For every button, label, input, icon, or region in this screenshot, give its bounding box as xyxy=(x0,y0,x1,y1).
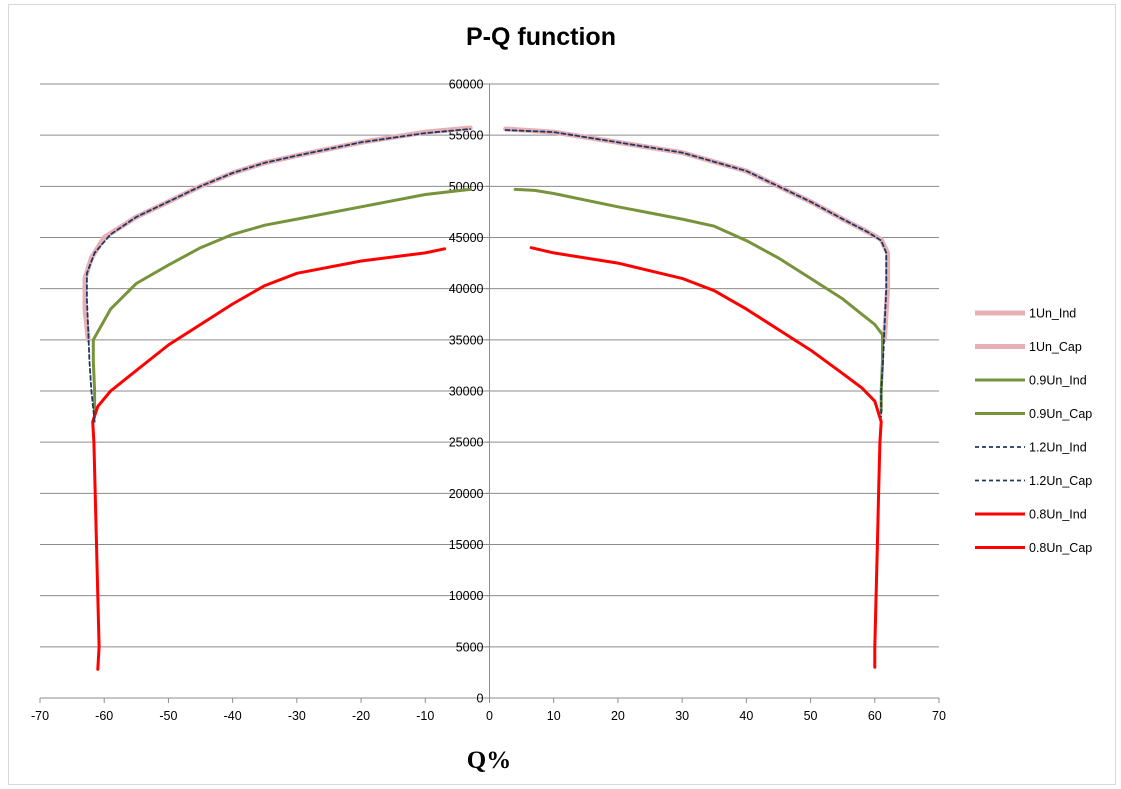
x-tick-label: -20 xyxy=(352,709,370,723)
y-tick-label: 40000 xyxy=(449,282,484,296)
pq-chart: P-Q function 0 5000 10000 15000 20000 25000 30… xyxy=(31,23,1092,774)
y-tick-label: 10000 xyxy=(449,589,484,603)
series-line-1-2un_cap xyxy=(504,129,888,418)
x-tick-label: 10 xyxy=(547,709,561,723)
x-tick-label: 0 xyxy=(486,709,493,723)
x-tick-label: -30 xyxy=(288,709,306,723)
y-tick-label: 30000 xyxy=(449,385,484,399)
series-line-0-8un_cap xyxy=(529,246,883,669)
legend-entry: 1.2Un_Cap xyxy=(1029,474,1092,488)
y-tick-label: 5000 xyxy=(456,640,484,654)
x-axis-label: Q% xyxy=(467,747,511,774)
series-line-0-9un_ind xyxy=(91,187,472,419)
legend: 1Un_Ind 1Un_Cap 0.9Un_Ind 0.9Un_Cap 1.2Un_In… xyxy=(975,307,1092,555)
y-tick-label: 55000 xyxy=(449,129,484,143)
legend-entry: 1.2Un_Ind xyxy=(1029,441,1087,455)
x-tick-label: 70 xyxy=(932,709,946,723)
x-tick-label: 40 xyxy=(739,709,753,723)
x-tick-label: -60 xyxy=(95,709,113,723)
legend-entry: 0.8Un_Cap xyxy=(1029,541,1092,555)
y-tick-label: 45000 xyxy=(449,231,484,245)
series-line-0-9un_cap xyxy=(513,187,884,413)
y-tick-labels: 0 5000 10000 15000 20000 25000 30000 35000 40000… xyxy=(449,78,484,706)
legend-entry: 1Un_Ind xyxy=(1029,307,1076,321)
y-tick-label: 25000 xyxy=(449,436,484,450)
x-tick-label: 30 xyxy=(675,709,689,723)
y-tick-label: 15000 xyxy=(449,538,484,552)
x-tick-label: 60 xyxy=(868,709,882,723)
series-lines xyxy=(82,125,891,671)
legend-entry: 0.9Un_Ind xyxy=(1029,374,1087,388)
chart-frame: P-Q function 0 5000 10000 15000 20000 25000 30… xyxy=(8,4,1116,785)
legend-entry: 0.9Un_Cap xyxy=(1029,407,1092,421)
x-tick-label: 20 xyxy=(611,709,625,723)
chart-title: P-Q function xyxy=(466,23,616,51)
x-tick-label: 50 xyxy=(804,709,818,723)
y-tick-label: 35000 xyxy=(449,333,484,347)
x-tick-label: -50 xyxy=(159,709,177,723)
legend-entry: 0.8Un_Ind xyxy=(1029,508,1087,522)
series-line-0-8un_ind xyxy=(91,247,447,671)
axes xyxy=(39,83,940,703)
x-tick-label: -70 xyxy=(31,709,49,723)
x-tick-labels: -70 -60 -50 -40 -30 -20 -10 0 10 20 30 40 50 60 70 xyxy=(31,709,946,723)
y-tick-label: 60000 xyxy=(449,78,484,92)
x-tick-label: -40 xyxy=(224,709,242,723)
y-tick-label: 20000 xyxy=(449,487,484,501)
series-line-1-2un_ind xyxy=(86,128,472,423)
legend-entry: 1Un_Cap xyxy=(1029,340,1082,354)
x-tick-label: -10 xyxy=(416,709,434,723)
series-line-1un_cap xyxy=(503,126,891,343)
y-tick-label: 0 xyxy=(477,692,484,706)
